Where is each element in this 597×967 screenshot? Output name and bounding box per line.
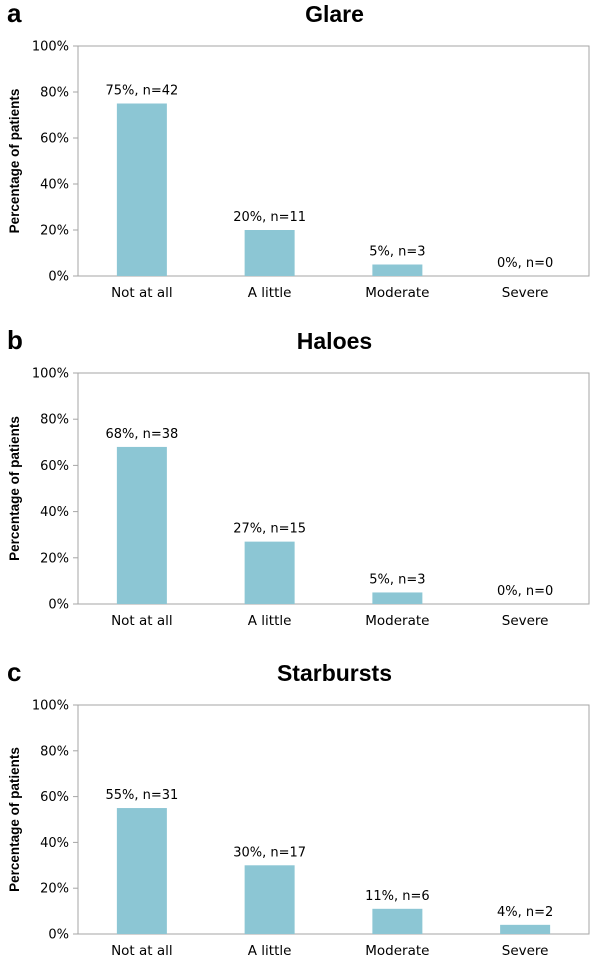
data-label: 0%, n=0 (497, 584, 553, 599)
x-tick-label: Severe (502, 285, 549, 301)
panel-letter: a (7, 0, 22, 28)
bar (372, 908, 423, 934)
y-tick-label: 40% (40, 505, 69, 520)
x-tick-label: A little (248, 285, 292, 301)
chart-title: Glare (305, 1, 364, 27)
data-label: 5%, n=3 (369, 572, 425, 587)
data-label: 11%, n=6 (365, 889, 430, 904)
x-tick-label: A little (248, 943, 292, 959)
y-tick-label: 60% (40, 790, 69, 805)
data-label: 5%, n=3 (369, 245, 425, 260)
data-label: 68%, n=38 (105, 427, 178, 442)
y-axis-label: Percentage of patients (7, 416, 22, 561)
data-label: 75%, n=42 (105, 84, 178, 99)
data-label: 55%, n=31 (105, 788, 178, 803)
y-axis-label: Percentage of patients (7, 89, 22, 234)
panel-letter: b (7, 325, 23, 355)
y-tick-label: 0% (48, 928, 69, 943)
bar (500, 924, 551, 934)
bar (244, 230, 295, 276)
y-tick-label: 40% (40, 836, 69, 851)
bar (116, 446, 167, 604)
y-tick-label: 80% (40, 413, 69, 428)
data-label: 20%, n=11 (233, 210, 306, 225)
data-label: 27%, n=15 (233, 522, 306, 537)
bar (244, 865, 295, 934)
y-tick-label: 80% (40, 744, 69, 759)
data-label: 30%, n=17 (233, 845, 306, 860)
x-tick-label: Not at all (111, 285, 173, 301)
x-tick-label: Severe (502, 943, 549, 959)
y-tick-label: 0% (48, 598, 69, 613)
bar (116, 808, 167, 934)
plot-area (77, 372, 590, 605)
bar (116, 103, 167, 276)
y-tick-label: 60% (40, 132, 69, 147)
chart-title: Haloes (297, 328, 372, 354)
bar (372, 264, 423, 276)
y-axis-label: Percentage of patients (7, 747, 22, 892)
x-tick-label: Not at all (111, 613, 173, 629)
y-tick-label: 20% (40, 882, 69, 897)
bar (372, 592, 423, 604)
y-tick-label: 20% (40, 551, 69, 566)
y-tick-label: 60% (40, 459, 69, 474)
chart-panel-c: c Starbursts Percentage of patients 0% 20% 40… (7, 657, 590, 959)
x-tick-label: Moderate (365, 285, 429, 301)
x-tick-label: Moderate (365, 613, 429, 629)
y-tick-label: 100% (32, 40, 69, 55)
chart-title: Starbursts (277, 660, 392, 686)
chart-panel-a: a Glare Percentage of patients 0% 20% 40% 60% 8… (7, 0, 590, 301)
plot-area (77, 45, 590, 277)
y-tick-label: 20% (40, 224, 69, 239)
bar (244, 541, 295, 604)
plot-area (77, 704, 590, 935)
data-label: 4%, n=2 (497, 905, 553, 920)
y-tick-label: 100% (32, 699, 69, 714)
x-tick-label: Not at all (111, 943, 173, 959)
x-tick-label: Severe (502, 613, 549, 629)
y-tick-label: 0% (48, 270, 69, 285)
y-tick-label: 40% (40, 178, 69, 193)
panel-letter: c (7, 657, 21, 687)
y-tick-label: 80% (40, 86, 69, 101)
x-tick-label: Moderate (365, 943, 429, 959)
x-tick-label: A little (248, 613, 292, 629)
chart-panel-b: b Haloes Percentage of patients 0% 20% 40% 60%… (7, 325, 590, 629)
data-label: 0%, n=0 (497, 256, 553, 271)
y-tick-label: 100% (32, 367, 69, 382)
